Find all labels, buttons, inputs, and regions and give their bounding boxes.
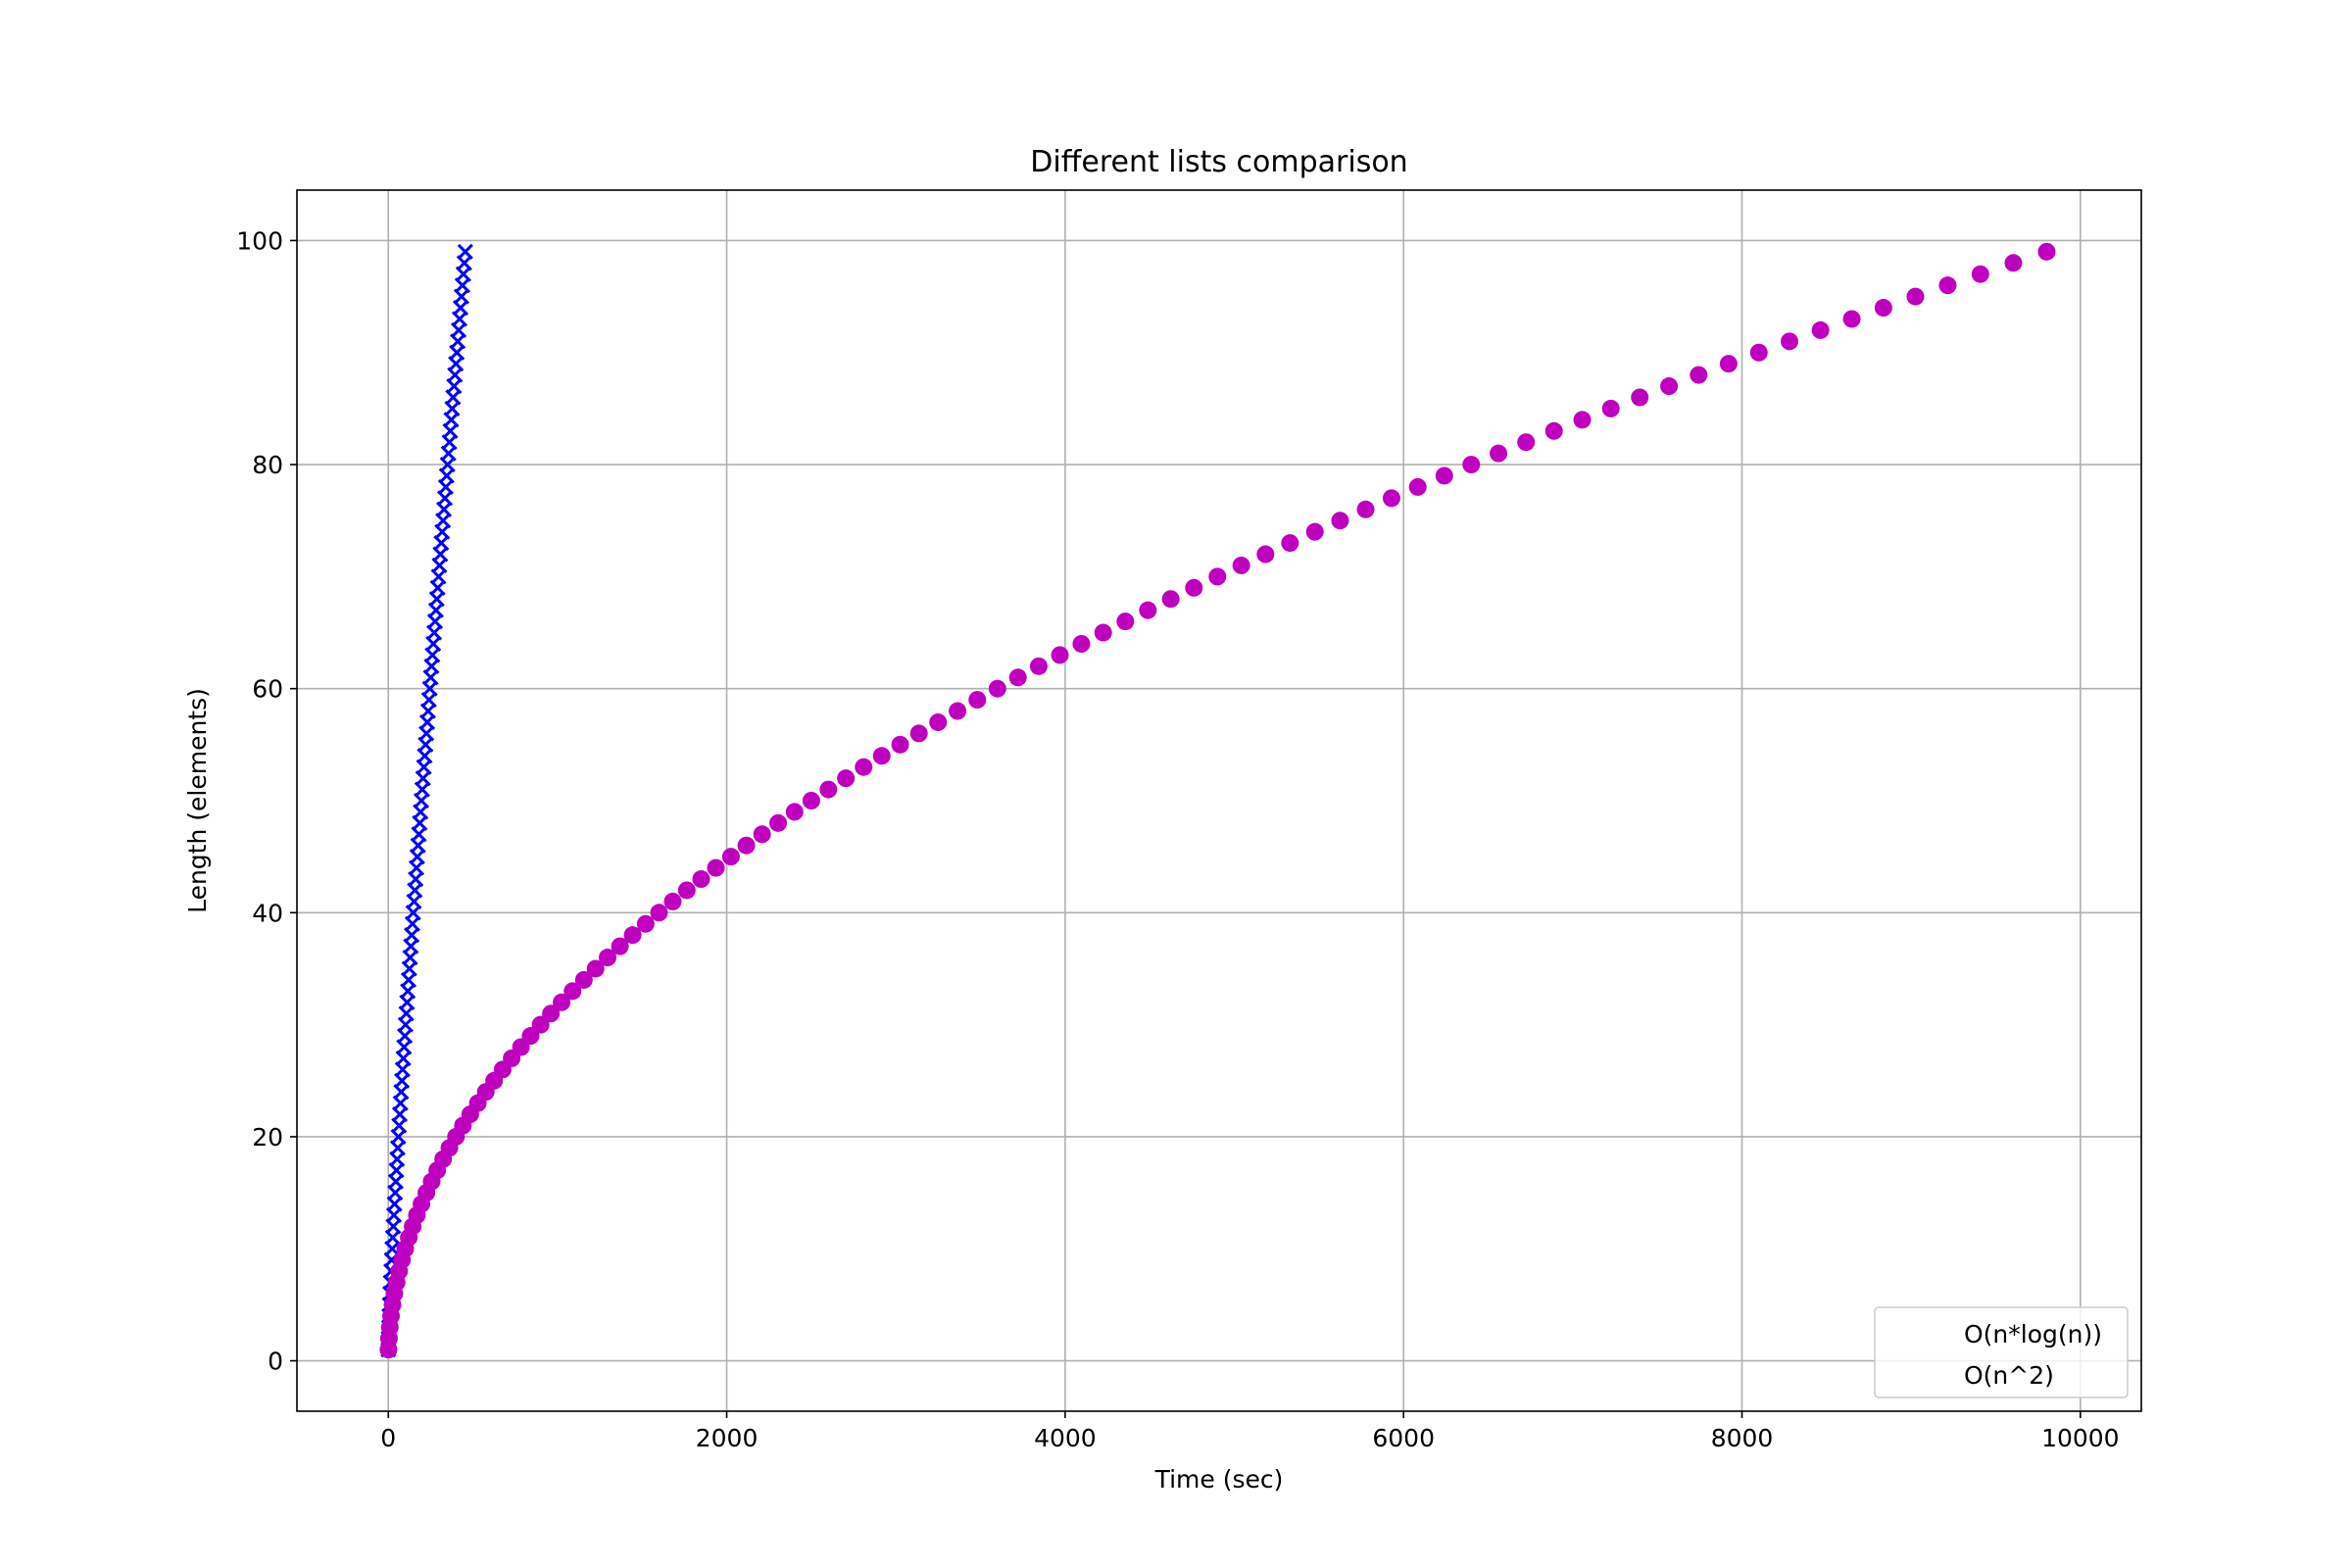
x-tick-label: 4000 xyxy=(1034,1424,1097,1452)
data-point xyxy=(1842,310,1861,328)
data-point xyxy=(1382,489,1400,508)
data-point xyxy=(1544,421,1563,440)
x-tick-label: 2000 xyxy=(696,1424,759,1452)
data-point xyxy=(636,914,655,933)
y-axis-label: Length (elements) xyxy=(183,688,212,913)
data-point xyxy=(623,926,642,945)
x-axis-label: Time (sec) xyxy=(1154,1465,1284,1494)
x-axis: 0 2000 4000 6000 8000 10000 xyxy=(380,1411,2120,1452)
data-point xyxy=(1408,477,1427,496)
data-point xyxy=(1185,578,1203,597)
data-point xyxy=(988,679,1006,698)
legend-entry-nlogn: O(n*log(n)) xyxy=(1964,1320,2102,1348)
data-point xyxy=(837,769,856,788)
data-point xyxy=(1161,590,1180,609)
y-tick-label: 20 xyxy=(252,1123,283,1152)
data-point xyxy=(1208,567,1227,586)
data-point xyxy=(1356,500,1375,518)
data-point xyxy=(1811,320,1830,339)
data-point xyxy=(949,702,967,720)
x-tick-label: 10000 xyxy=(2041,1424,2120,1452)
grid xyxy=(297,190,2141,1411)
data-point xyxy=(1660,377,1679,396)
data-point xyxy=(1072,634,1091,653)
data-point xyxy=(1719,355,1738,373)
data-point xyxy=(457,243,473,260)
data-point xyxy=(855,758,873,776)
data-point xyxy=(2004,254,2023,272)
data-point xyxy=(737,836,756,855)
data-point xyxy=(586,959,605,978)
data-point xyxy=(574,970,593,989)
data-point xyxy=(1232,556,1250,574)
y-tick-label: 60 xyxy=(252,675,283,704)
data-point xyxy=(1116,612,1135,631)
data-point xyxy=(1029,657,1048,675)
plot-area-frame xyxy=(296,189,2142,1412)
data-point xyxy=(1331,512,1349,530)
data-point xyxy=(599,949,617,967)
data-point xyxy=(785,803,804,821)
data-point xyxy=(1094,623,1112,642)
chart-title: Different lists comparison xyxy=(1030,145,1407,179)
data-point xyxy=(707,858,725,877)
data-point xyxy=(1971,265,1989,283)
data-point xyxy=(1690,366,1708,384)
data-point xyxy=(909,724,928,743)
data-point xyxy=(929,712,948,731)
data-point xyxy=(1906,287,1925,306)
data-point xyxy=(1938,276,1957,295)
data-point xyxy=(1631,388,1649,407)
data-point xyxy=(1305,522,1324,541)
data-point xyxy=(553,993,571,1011)
x-tick-label: 6000 xyxy=(1372,1424,1435,1452)
data-point xyxy=(1490,444,1508,463)
data-point xyxy=(802,792,820,809)
data-point xyxy=(663,892,682,910)
data-point xyxy=(650,904,668,922)
y-tick-label: 0 xyxy=(268,1348,283,1376)
data-point xyxy=(769,813,788,832)
data-point xyxy=(1008,668,1027,687)
data-point xyxy=(1139,601,1157,619)
y-axis: 0 20 40 60 80 100 xyxy=(236,226,297,1376)
data-point xyxy=(677,881,696,900)
y-tick-label: 100 xyxy=(236,226,283,255)
data-point xyxy=(721,848,740,866)
x-tick-label: 8000 xyxy=(1711,1424,1774,1452)
data-point xyxy=(1781,332,1799,351)
data-point xyxy=(1874,299,1892,318)
data-point xyxy=(819,780,838,799)
data-point xyxy=(542,1004,561,1023)
data-point xyxy=(1573,411,1592,429)
data-point xyxy=(611,937,629,956)
data-point xyxy=(753,825,771,844)
y-tick-label: 40 xyxy=(252,899,283,927)
data-point xyxy=(1462,456,1481,474)
data-point xyxy=(1601,399,1620,417)
data-point xyxy=(2037,242,2056,261)
data-point xyxy=(1051,646,1069,664)
data-point xyxy=(872,747,891,765)
legend: O(n*log(n)) O(n^2) xyxy=(1874,1306,2129,1398)
legend-entry-n-squared: O(n^2) xyxy=(1964,1361,2054,1390)
data-point xyxy=(564,982,582,1001)
data-point xyxy=(531,1015,550,1034)
data-point xyxy=(1749,343,1768,362)
data-point xyxy=(692,870,710,889)
legend-box xyxy=(1874,1306,2129,1398)
y-tick-label: 80 xyxy=(252,451,283,479)
data-point xyxy=(968,691,987,710)
x-tick-label: 0 xyxy=(380,1424,396,1452)
data-point xyxy=(1517,433,1536,452)
series-n-squared xyxy=(379,242,2056,1359)
data-point xyxy=(1281,534,1299,553)
data-point xyxy=(891,735,909,754)
series-layer xyxy=(379,242,2056,1359)
data-point xyxy=(1435,466,1453,485)
data-point xyxy=(1256,545,1275,564)
